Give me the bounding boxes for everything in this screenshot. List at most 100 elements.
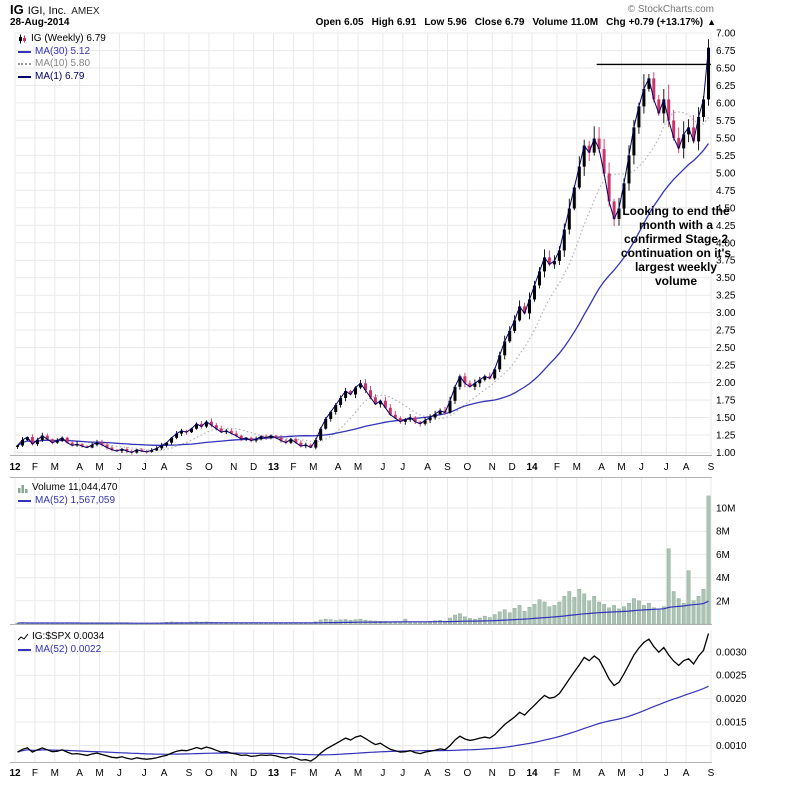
svg-text:J: J — [380, 462, 385, 473]
price-legend: IG (Weekly) 6.79 MA(30) 5.12 MA(10) 5.80… — [18, 33, 106, 83]
svg-text:2.75: 2.75 — [716, 326, 736, 337]
axis-labels: 1.00 1.25 1.50 1.75 2.00 2.25 2.50 2.75 3.00 3.25… — [9, 29, 747, 780]
svg-text:A: A — [424, 768, 431, 779]
svg-text:0.0015: 0.0015 — [716, 718, 747, 729]
svg-text:4.75: 4.75 — [716, 186, 736, 197]
svg-text:J: J — [142, 462, 147, 473]
svg-text:4.50: 4.50 — [716, 203, 736, 214]
svg-text:7.00: 7.00 — [716, 29, 736, 40]
ratio-legend-label: IG:$SPX 0.0034 — [32, 631, 105, 642]
svg-text:4.00: 4.00 — [716, 238, 736, 249]
svg-text:13: 13 — [268, 462, 280, 473]
ticker-symbol: IG — [10, 2, 24, 17]
svg-text:M: M — [309, 462, 317, 473]
svg-text:F: F — [554, 462, 560, 473]
svg-text:N: N — [230, 768, 237, 779]
legend-row-ma10: MA(10) 5.80 — [18, 58, 106, 71]
gridlines — [14, 32, 712, 762]
svg-text:4M: 4M — [716, 573, 730, 584]
volume-bars — [15, 495, 711, 625]
ma30-legend-label: MA(30) 5.12 — [35, 45, 91, 57]
ma30-line-icon — [18, 50, 31, 53]
svg-text:0.0020: 0.0020 — [716, 694, 747, 705]
svg-text:O: O — [464, 462, 472, 473]
svg-text:0.0025: 0.0025 — [716, 671, 747, 682]
quote-line: Open 6.05 High 6.91 Low 5.96 Close 6.79 Volume 11… — [308, 17, 716, 28]
svg-text:2M: 2M — [716, 596, 730, 607]
svg-text:0.0010: 0.0010 — [716, 741, 747, 752]
svg-text:5.50: 5.50 — [716, 133, 736, 144]
ma1-legend-label: MA(1) 6.79 — [35, 70, 85, 82]
svg-text:J: J — [117, 462, 122, 473]
svg-text:2.50: 2.50 — [716, 343, 736, 354]
ma1-line-icon — [18, 75, 31, 78]
svg-text:2.25: 2.25 — [716, 361, 736, 372]
copyright: © StockCharts.com — [627, 4, 714, 15]
volume-ma52-line-icon — [18, 499, 31, 502]
svg-text:1.75: 1.75 — [716, 396, 736, 407]
legend-row-ma1: MA(1) 6.79 — [18, 71, 106, 84]
legend-row-volume: Volume 11,044,470 — [18, 482, 117, 495]
svg-text:M: M — [309, 768, 317, 779]
svg-text:3.25: 3.25 — [716, 291, 736, 302]
svg-text:S: S — [186, 462, 193, 473]
ratio-line-icon — [18, 632, 28, 642]
svg-text:S: S — [708, 768, 715, 779]
svg-text:A: A — [598, 768, 605, 779]
chart-header: IG IGI, Inc. AMEX — [10, 2, 100, 17]
svg-text:S: S — [444, 462, 451, 473]
svg-text:10M: 10M — [716, 504, 735, 515]
chart-date: 28-Aug-2014 — [10, 17, 70, 28]
ma30-line — [17, 143, 710, 447]
svg-text:5.75: 5.75 — [716, 116, 736, 127]
svg-text:6.00: 6.00 — [716, 98, 736, 109]
ratio-ma52-legend-label: MA(52) 0.0022 — [35, 643, 102, 655]
svg-text:6.50: 6.50 — [716, 64, 736, 75]
candles — [16, 39, 710, 455]
svg-text:5.25: 5.25 — [716, 151, 736, 162]
volume-ma52-line — [17, 600, 709, 624]
svg-text:O: O — [205, 462, 213, 473]
svg-text:A: A — [683, 462, 690, 473]
svg-text:M: M — [354, 768, 362, 779]
svg-text:J: J — [639, 462, 644, 473]
svg-text:M: M — [354, 462, 362, 473]
svg-text:14: 14 — [526, 462, 538, 473]
svg-text:3.50: 3.50 — [716, 273, 736, 284]
svg-text:14: 14 — [526, 768, 538, 779]
svg-text:12: 12 — [9, 768, 21, 779]
svg-text:S: S — [444, 768, 451, 779]
svg-text:4.25: 4.25 — [716, 221, 736, 232]
chg-value: +0.79 (+13.17%) — [628, 17, 704, 28]
svg-text:0.0030: 0.0030 — [716, 647, 747, 658]
svg-text:J: J — [639, 768, 644, 779]
ma10-line — [17, 111, 709, 452]
ratio-ma52-line — [17, 685, 709, 756]
volume-label: Volume — [532, 17, 568, 28]
svg-text:M: M — [573, 768, 581, 779]
svg-text:1.50: 1.50 — [716, 413, 736, 424]
svg-text:J: J — [400, 462, 405, 473]
svg-text:A: A — [335, 768, 342, 779]
exchange-name: AMEX — [71, 6, 100, 17]
svg-text:8M: 8M — [716, 527, 730, 538]
close-value: 6.79 — [505, 17, 525, 28]
svg-text:N: N — [230, 462, 237, 473]
candlestick-icon — [18, 34, 27, 44]
open-label: Open — [315, 17, 342, 28]
svg-text:M: M — [95, 462, 103, 473]
svg-text:M: M — [617, 462, 625, 473]
svg-text:5.00: 5.00 — [716, 168, 736, 179]
svg-text:D: D — [250, 768, 257, 779]
low-label: Low — [424, 17, 445, 28]
ratio-line — [17, 633, 710, 762]
svg-text:2.00: 2.00 — [716, 378, 736, 389]
ratio-ma52-line-icon — [18, 648, 31, 651]
svg-text:3.75: 3.75 — [716, 256, 736, 267]
legend-row-volume-ma: MA(52) 1,567,059 — [18, 495, 117, 508]
svg-text:D: D — [508, 462, 515, 473]
svg-text:J: J — [400, 768, 405, 779]
svg-text:F: F — [290, 768, 296, 779]
svg-text:O: O — [205, 768, 213, 779]
svg-text:F: F — [554, 768, 560, 779]
